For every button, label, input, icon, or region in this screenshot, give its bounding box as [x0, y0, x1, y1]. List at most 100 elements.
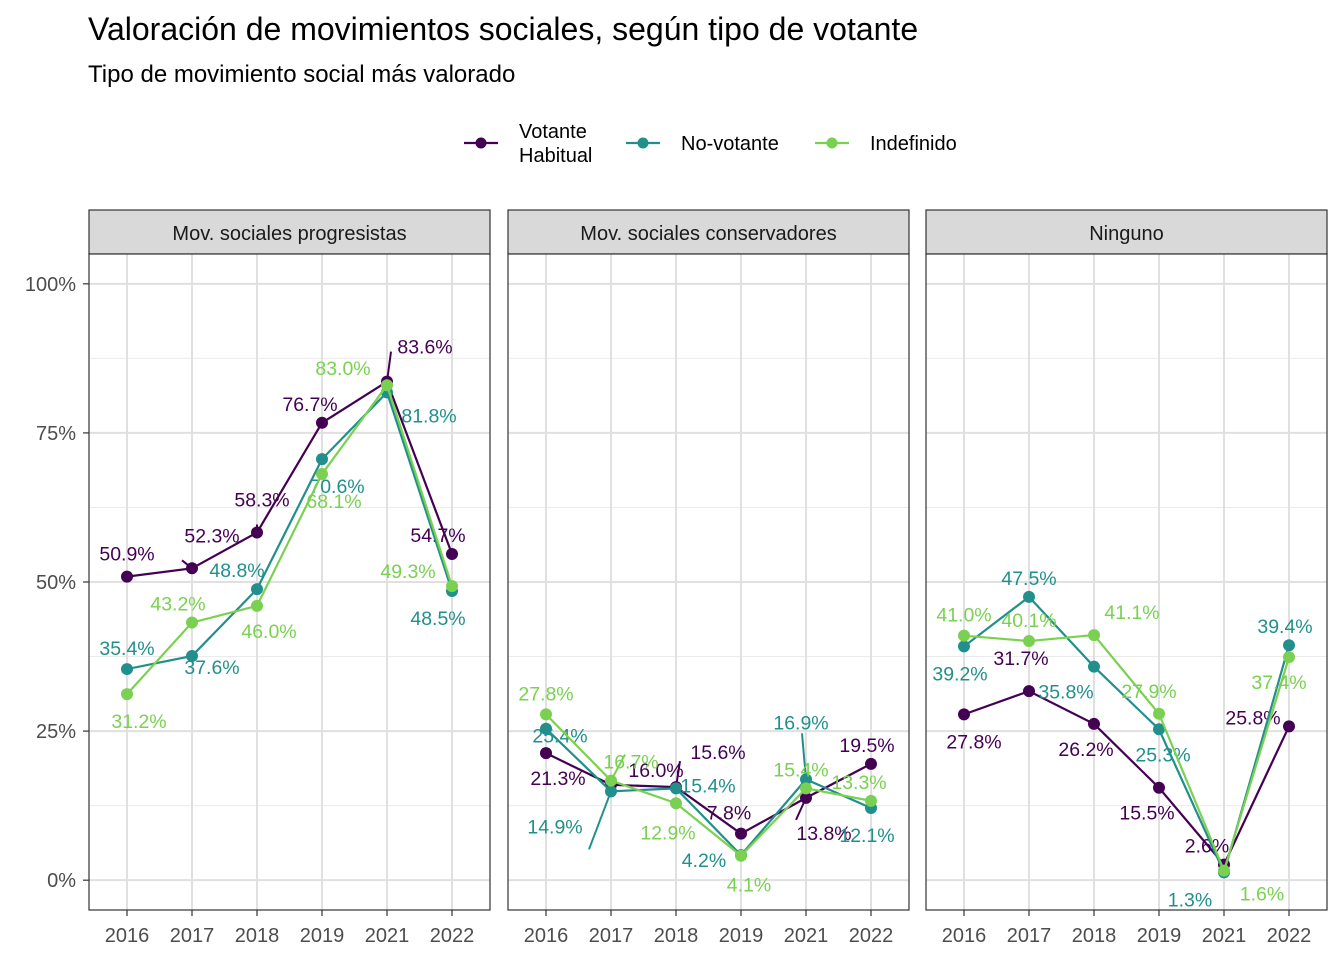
data-label: 47.5% — [1001, 568, 1056, 590]
data-label: 13.3% — [831, 772, 886, 794]
legend-item-2: Indefinido — [815, 133, 957, 155]
data-label: 58.3% — [234, 490, 289, 512]
data-point — [446, 547, 458, 560]
data-label: 40.1% — [1001, 610, 1056, 632]
x-tick-label: 2022 — [849, 925, 894, 947]
data-label: 31.7% — [993, 648, 1048, 670]
label-leader — [181, 559, 193, 570]
data-label: 1.6% — [1240, 884, 1284, 906]
x-tick-label: 2017 — [589, 925, 634, 947]
series-1: 25.4%14.9%15.4%4.2%16.9%12.1% — [527, 712, 894, 872]
data-point — [1153, 723, 1165, 736]
y-tick-label: 50% — [36, 572, 76, 594]
data-label: 41.0% — [936, 605, 991, 627]
data-point — [865, 757, 877, 770]
x-tick-label: 2018 — [235, 925, 280, 947]
data-label: 52.3% — [184, 525, 239, 547]
data-point — [800, 782, 812, 795]
data-label: 27.8% — [946, 731, 1001, 753]
legend-label: Indefinido — [870, 133, 957, 155]
data-point — [540, 747, 552, 760]
legend-label: Habitual — [519, 145, 592, 167]
data-label: 12.9% — [640, 822, 695, 844]
facet-panels: Mov. sociales progresistas 50.9% 52.3% 58.3… — [88, 209, 1328, 947]
data-point — [121, 663, 133, 676]
data-label: 15.6% — [690, 742, 745, 764]
x-tick-label: 2022 — [1267, 925, 1312, 947]
data-label: 68.1% — [306, 491, 361, 513]
data-point — [316, 453, 328, 466]
data-label: 26.2% — [1058, 739, 1113, 761]
chart-subtitle: Tipo de movimiento social más valorado — [88, 61, 515, 88]
data-label: 15.4% — [773, 759, 828, 781]
data-label: 16.9% — [773, 712, 828, 734]
data-label: 4.2% — [682, 850, 726, 872]
x-tick-label: 2018 — [1072, 925, 1117, 947]
data-label: 48.8% — [209, 560, 264, 582]
data-label: 46.0% — [241, 621, 296, 643]
data-label: 83.6% — [397, 337, 452, 359]
facet-strip-label: Mov. sociales progresistas — [172, 223, 406, 245]
data-point — [1023, 685, 1035, 698]
data-label: 37.4% — [1251, 672, 1306, 694]
x-tick-label: 2017 — [1007, 925, 1052, 947]
series-2: 41.0% 40.1% 41.1% 27.9% 1.6% 37.4% — [936, 602, 1306, 906]
data-point — [670, 797, 682, 810]
label-leader — [588, 790, 612, 850]
data-label: 7.8% — [707, 803, 751, 825]
data-point — [251, 599, 263, 612]
x-tick-label: 2022 — [430, 925, 475, 947]
panel-border — [507, 253, 910, 911]
y-tick-label: 100% — [25, 274, 76, 296]
data-label: 27.8% — [518, 683, 573, 705]
data-label: 35.8% — [1038, 682, 1093, 704]
legend-key-point — [475, 137, 487, 149]
x-tick-label: 2019 — [1137, 925, 1182, 947]
data-point — [1153, 781, 1165, 794]
series-2: 31.2% 43.2% 46.0% 68.1% 83.0% 49.3% — [111, 358, 458, 733]
label-leader — [610, 754, 626, 782]
label-leader — [386, 351, 392, 382]
data-point — [958, 708, 970, 721]
data-point — [1088, 660, 1100, 673]
data-label: 48.5% — [410, 608, 465, 630]
x-tick-label: 2018 — [654, 925, 699, 947]
legend-key-point — [826, 137, 838, 149]
data-label: 14.9% — [527, 816, 582, 838]
data-point — [121, 688, 133, 701]
data-label: 1.3% — [1168, 889, 1212, 911]
label-leader — [795, 797, 807, 821]
facet-panel-2: Ninguno27.8%31.7%26.2%15.5%2.6%25.8%39.2… — [925, 209, 1328, 947]
data-label: 41.1% — [1104, 602, 1159, 624]
series-line — [126, 382, 454, 695]
x-tick-label: 2016 — [942, 925, 987, 947]
facet-strip — [925, 209, 1328, 255]
x-tick-label: 2017 — [170, 925, 215, 947]
data-point — [958, 629, 970, 642]
series-line — [545, 727, 872, 857]
legend-item-1: No-votante — [626, 133, 779, 155]
data-point — [1088, 717, 1100, 730]
data-point — [1023, 635, 1035, 648]
data-label: 15.4% — [680, 775, 735, 797]
data-label: 70.6% — [309, 476, 364, 498]
series-line — [126, 390, 454, 671]
chart-title: Valoración de movimientos sociales, segú… — [88, 11, 918, 47]
data-label: 15.5% — [1119, 803, 1174, 825]
data-label: 2.6% — [1185, 836, 1229, 858]
y-axis: 0% 25% 50% 75% 100% — [25, 274, 89, 892]
legend-label: No-votante — [681, 133, 779, 155]
data-point — [670, 782, 682, 795]
y-tick-label: 25% — [36, 721, 76, 743]
data-label: 31.2% — [111, 711, 166, 733]
x-tick-label: 2019 — [719, 925, 764, 947]
facet-panel-0: Mov. sociales progresistas 50.9% 52.3% 58.3… — [88, 209, 491, 947]
data-point — [121, 570, 133, 583]
facet-strip-label: Mov. sociales conservadores — [580, 223, 836, 245]
data-point — [540, 708, 552, 721]
series-line — [963, 689, 1290, 867]
legend-key-point — [637, 137, 649, 149]
